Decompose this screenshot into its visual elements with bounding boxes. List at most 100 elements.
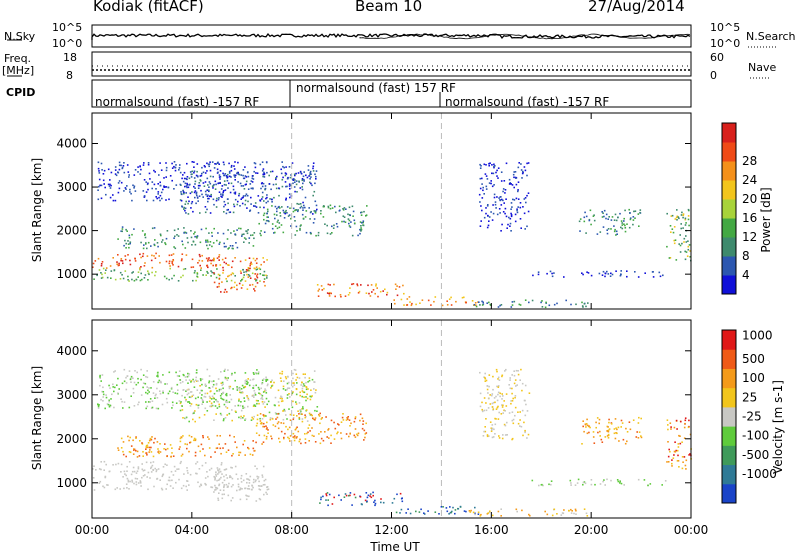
data-cell [259, 422, 262, 425]
data-cell [315, 204, 318, 207]
data-cell [170, 386, 173, 389]
data-cell [294, 181, 296, 183]
data-cell [604, 484, 606, 486]
data-cell [240, 409, 243, 412]
data-cell [189, 402, 191, 404]
data-cell [252, 440, 254, 442]
data-cell [594, 483, 596, 486]
data-cell [292, 210, 295, 213]
data-cell [218, 285, 220, 288]
data-cell [629, 428, 632, 431]
data-cell [155, 393, 157, 396]
data-cell [263, 493, 265, 496]
data-cell [260, 263, 262, 266]
data-cell [485, 188, 488, 190]
data-cell [192, 279, 194, 282]
data-cell [482, 186, 484, 189]
data-cell [207, 475, 209, 478]
data-cell [295, 437, 298, 439]
data-cell [510, 183, 512, 185]
data-cell [206, 162, 208, 165]
data-cell [196, 380, 198, 382]
nave-label: Nave [748, 61, 777, 74]
data-cell [234, 465, 237, 468]
data-cell [148, 439, 151, 442]
data-cell [98, 170, 100, 172]
data-cell [100, 162, 103, 165]
data-cell [156, 387, 158, 390]
data-cell [681, 456, 684, 458]
data-cell [637, 276, 640, 278]
data-cell [125, 483, 128, 485]
data-cell [147, 471, 150, 474]
data-cell [283, 217, 286, 219]
data-cell [162, 188, 164, 191]
data-cell [103, 183, 105, 185]
data-cell [254, 392, 256, 394]
data-cell [211, 386, 214, 388]
data-cell [252, 245, 255, 247]
data-cell [186, 162, 188, 165]
data-cell [193, 161, 195, 163]
data-cell [503, 202, 505, 204]
data-cell [122, 441, 125, 443]
data-cell [252, 486, 254, 489]
data-cell [179, 462, 182, 465]
data-cell [505, 198, 507, 200]
data-cell [450, 511, 452, 514]
data-cell [159, 261, 161, 264]
data-cell [288, 437, 290, 440]
data-cell [620, 226, 622, 229]
data-cell [149, 178, 151, 180]
data-cell [187, 392, 190, 395]
data-cell [263, 415, 265, 418]
data-cell [246, 194, 249, 197]
data-cell [227, 494, 230, 497]
data-cell [228, 482, 230, 485]
data-cell [479, 304, 481, 306]
data-cell [276, 210, 278, 213]
data-cell [619, 274, 622, 277]
data-cell [230, 374, 233, 376]
data-cell [114, 386, 116, 389]
data-cell [199, 212, 201, 214]
data-cell [241, 391, 244, 393]
data-cell [169, 444, 172, 446]
data-cell [515, 197, 518, 200]
data-cell [240, 415, 242, 418]
data-cell [523, 166, 526, 168]
data-cell [102, 393, 105, 396]
x-tick-label: 00:00 [674, 523, 709, 537]
data-cell [128, 246, 130, 249]
data-cell [244, 487, 246, 490]
data-cell [240, 481, 243, 483]
data-cell [208, 375, 211, 377]
data-cell [186, 182, 188, 185]
data-cell [194, 243, 197, 246]
data-cell [249, 453, 252, 456]
data-cell [289, 396, 291, 398]
data-cell [674, 239, 677, 241]
data-cell [628, 421, 631, 423]
data-cell [676, 209, 678, 211]
data-cell [325, 494, 328, 497]
data-cell [253, 415, 255, 418]
data-cell [254, 449, 256, 452]
data-cell [192, 210, 194, 213]
data-cell [581, 272, 583, 274]
data-cell [245, 270, 247, 273]
data-cell [248, 242, 250, 244]
data-cell [102, 179, 105, 182]
data-cell [148, 172, 151, 175]
data-cell [468, 510, 471, 512]
data-cell [184, 247, 187, 249]
data-cell [100, 197, 103, 200]
data-cell [142, 247, 145, 250]
data-cell [517, 370, 519, 372]
data-cell [208, 189, 210, 192]
data-cell [192, 266, 195, 268]
data-cell [92, 477, 95, 479]
data-cell [230, 182, 233, 185]
data-cell [337, 431, 339, 433]
data-cell [258, 392, 260, 394]
